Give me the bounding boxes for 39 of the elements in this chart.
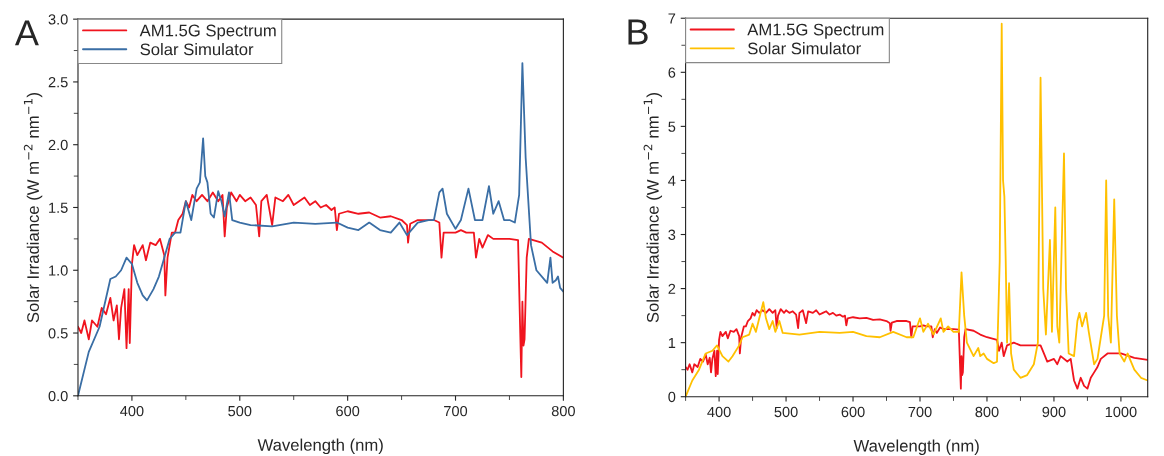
- legend-label: Solar Simulator: [140, 43, 254, 56]
- y-tick-label: 5: [668, 121, 676, 132]
- x-tick-label: 500: [774, 406, 798, 418]
- y-tick-label: 1: [668, 337, 676, 348]
- legend-label: AM1.5G Spectrum: [139, 24, 276, 40]
- x-tick-label: 900: [1042, 406, 1066, 418]
- y-tick-label: 4: [668, 175, 676, 186]
- y-tick-label: 0.5: [48, 328, 68, 339]
- y-tick-label: 0.0: [48, 390, 68, 402]
- x-axis-title: Wavelength (nm): [257, 438, 383, 455]
- chart-title: B: [628, 19, 648, 45]
- x-tick-label: 500: [228, 405, 252, 417]
- y-tick-label: 3.0: [48, 14, 68, 25]
- y-tick-label: 6: [668, 67, 676, 78]
- y-tick-label: 2.5: [48, 77, 68, 88]
- y-tick-label: 0: [668, 391, 676, 403]
- x-tick-label: 700: [444, 405, 468, 417]
- y-tick-label: 2.0: [48, 139, 68, 151]
- y-axis-title: Solar Irradiance (W m$^{−2}$ nm$^{−1}$): [643, 93, 663, 323]
- y-tick-label: 1.5: [49, 202, 68, 213]
- x-tick-label: 600: [336, 405, 360, 417]
- y-tick-label: 7: [668, 13, 676, 24]
- x-tick-label: 700: [908, 406, 932, 418]
- line-series: [77, 191, 564, 378]
- x-tick-label: 400: [707, 406, 731, 418]
- legend-label: AM1.5G Spectrum: [747, 23, 884, 39]
- y-tick-label: 2: [668, 283, 676, 294]
- x-tick-label: 800: [551, 405, 575, 417]
- legend-label: Solar Simulator: [748, 42, 861, 55]
- y-tick-label: 3: [668, 229, 676, 240]
- line-series: [685, 308, 1148, 390]
- x-tick-label: 400: [120, 405, 144, 417]
- chart-title: A: [14, 20, 39, 46]
- x-axis-title: Wavelength (nm): [853, 439, 979, 456]
- y-tick-label: 1.0: [49, 265, 68, 276]
- x-tick-label: 1000: [1105, 406, 1137, 418]
- y-axis-title: Solar Irradiance (W m$^{−2}$ nm$^{−1}$): [23, 93, 43, 323]
- x-tick-label: 600: [841, 406, 865, 418]
- x-tick-label: 800: [975, 406, 999, 418]
